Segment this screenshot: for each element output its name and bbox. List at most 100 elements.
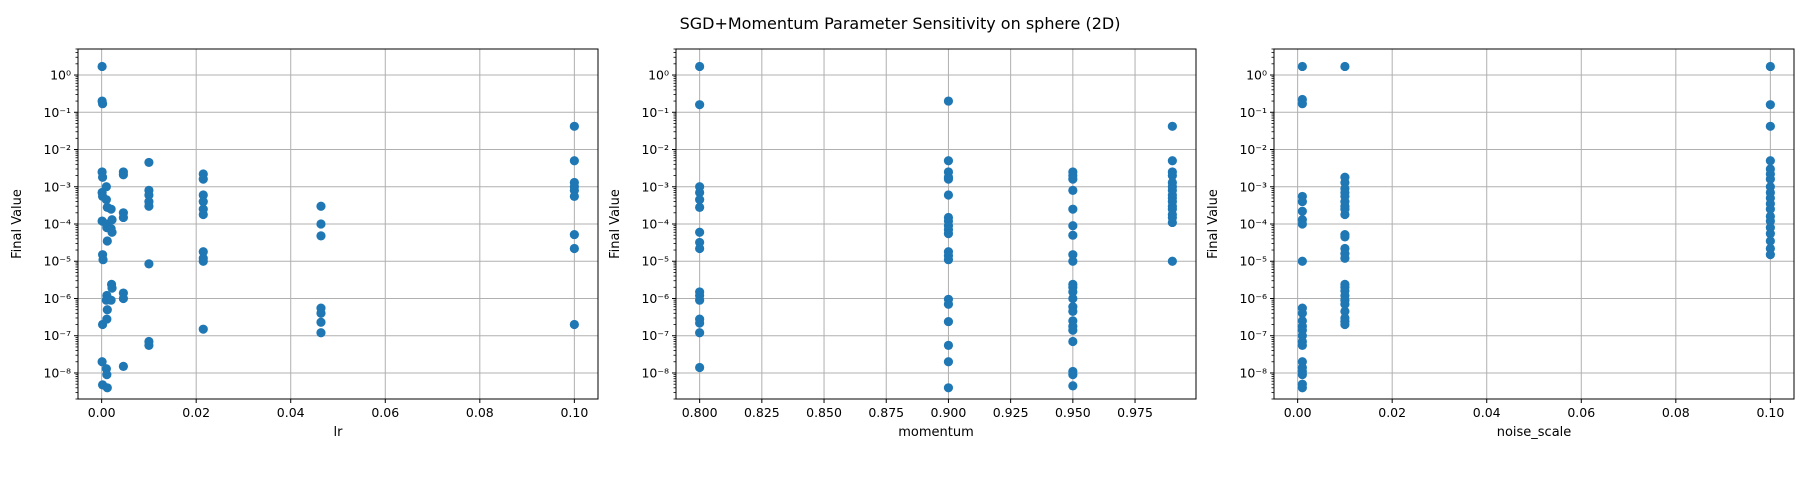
y-tick-label: 10⁻²: [43, 142, 71, 157]
data-point: [569, 319, 579, 330]
x-tick-label: 0.06: [371, 405, 399, 420]
x-tick-label: 0.00: [1284, 405, 1312, 420]
data-point: [1068, 306, 1078, 316]
data-point: [695, 187, 705, 198]
x-tick-label: 0.04: [1473, 405, 1501, 420]
data-point: [943, 316, 954, 327]
data-point: [943, 299, 954, 309]
data-point: [1068, 370, 1078, 380]
data-point: [943, 340, 954, 350]
data-point: [1765, 174, 1775, 184]
data-point: [1297, 256, 1307, 266]
data-point: [98, 255, 108, 265]
data-point: [316, 201, 326, 211]
data-point: [118, 170, 128, 180]
data-point: [144, 201, 154, 211]
y-tick-label: 10⁻⁵: [1239, 254, 1267, 269]
data-point: [1068, 221, 1078, 231]
data-point: [1297, 219, 1307, 229]
data-point: [102, 305, 112, 315]
x-tick-label: 0.975: [1117, 405, 1153, 420]
x-tick-label: 0.08: [1662, 405, 1690, 420]
data-point: [198, 196, 208, 207]
data-point: [97, 172, 108, 182]
y-tick-label: 10⁰: [50, 68, 71, 83]
data-point: [569, 229, 579, 240]
data-point: [107, 227, 117, 237]
x-tick-label: 0.925: [993, 405, 1029, 420]
data-point: [1340, 319, 1350, 330]
data-point: [1765, 156, 1775, 166]
data-point: [97, 61, 107, 72]
data-point: [695, 328, 705, 338]
data-point: [1068, 336, 1078, 347]
x-tick-label: 0.800: [682, 405, 718, 420]
data-point: [101, 195, 111, 205]
data-point: [1068, 174, 1078, 184]
data-point: [1765, 229, 1775, 239]
data-point: [316, 308, 326, 318]
data-point: [1068, 325, 1078, 335]
y-tick-label: 10⁻¹: [641, 105, 669, 120]
data-point: [1297, 196, 1307, 207]
y-tick-label: 10⁻⁸: [43, 365, 71, 380]
data-point: [1297, 99, 1307, 109]
data-point: [1068, 287, 1078, 297]
data-point: [198, 247, 208, 257]
data-point: [102, 370, 112, 380]
data-point: [198, 256, 208, 266]
data-point: [695, 362, 705, 373]
data-point: [102, 314, 112, 324]
data-point: [695, 61, 705, 72]
x-tick-label: 0.875: [868, 405, 904, 420]
data-point: [1297, 308, 1307, 318]
data-point: [1340, 209, 1350, 220]
x-tick-label: 0.02: [182, 405, 210, 420]
data-point: [144, 259, 154, 269]
data-point: [1765, 61, 1775, 72]
y-tick-label: 10⁻¹: [1239, 105, 1267, 120]
data-point: [1167, 170, 1177, 181]
data-point: [569, 191, 579, 202]
data-point: [1765, 236, 1775, 246]
y-tick-label: 10⁻⁸: [641, 365, 669, 380]
data-point: [1167, 121, 1177, 131]
y-axis-label: Final Value: [608, 189, 623, 259]
data-point: [1340, 253, 1350, 263]
x-tick-label: 0.850: [806, 405, 842, 420]
y-tick-label: 10⁻³: [1239, 179, 1267, 194]
data-point: [316, 219, 326, 229]
y-tick-label: 10⁻⁶: [641, 291, 669, 306]
y-tick-label: 10⁻⁶: [1239, 291, 1267, 306]
data-point: [1297, 370, 1307, 380]
data-point: [569, 121, 579, 131]
data-point: [1765, 216, 1775, 226]
data-point: [101, 182, 111, 192]
data-point: [943, 190, 954, 200]
data-point: [1340, 61, 1350, 72]
y-tick-label: 10⁻⁷: [43, 328, 71, 343]
data-point: [198, 324, 208, 334]
y-tick-label: 10⁻⁴: [43, 217, 71, 232]
figure-title: SGD+Momentum Parameter Sensitivity on sp…: [679, 14, 1121, 33]
data-point: [1068, 256, 1078, 266]
data-point: [1765, 121, 1775, 131]
data-point: [198, 174, 208, 184]
y-tick-label: 10⁻⁵: [43, 254, 71, 269]
data-point: [1765, 250, 1775, 260]
x-tick-label: 0.00: [88, 405, 116, 420]
data-point: [1297, 340, 1307, 350]
y-tick-label: 10⁻⁷: [641, 328, 669, 343]
y-axis-label: Final Value: [10, 189, 25, 259]
data-point: [316, 328, 326, 338]
y-tick-label: 10⁻³: [43, 179, 71, 194]
data-point: [97, 99, 108, 109]
x-axis-label: lr: [334, 425, 344, 440]
data-point: [943, 357, 954, 367]
y-tick-label: 10⁻⁶: [43, 291, 71, 306]
data-point: [695, 227, 705, 237]
data-point: [198, 190, 208, 200]
x-tick-label: 0.08: [466, 405, 494, 420]
